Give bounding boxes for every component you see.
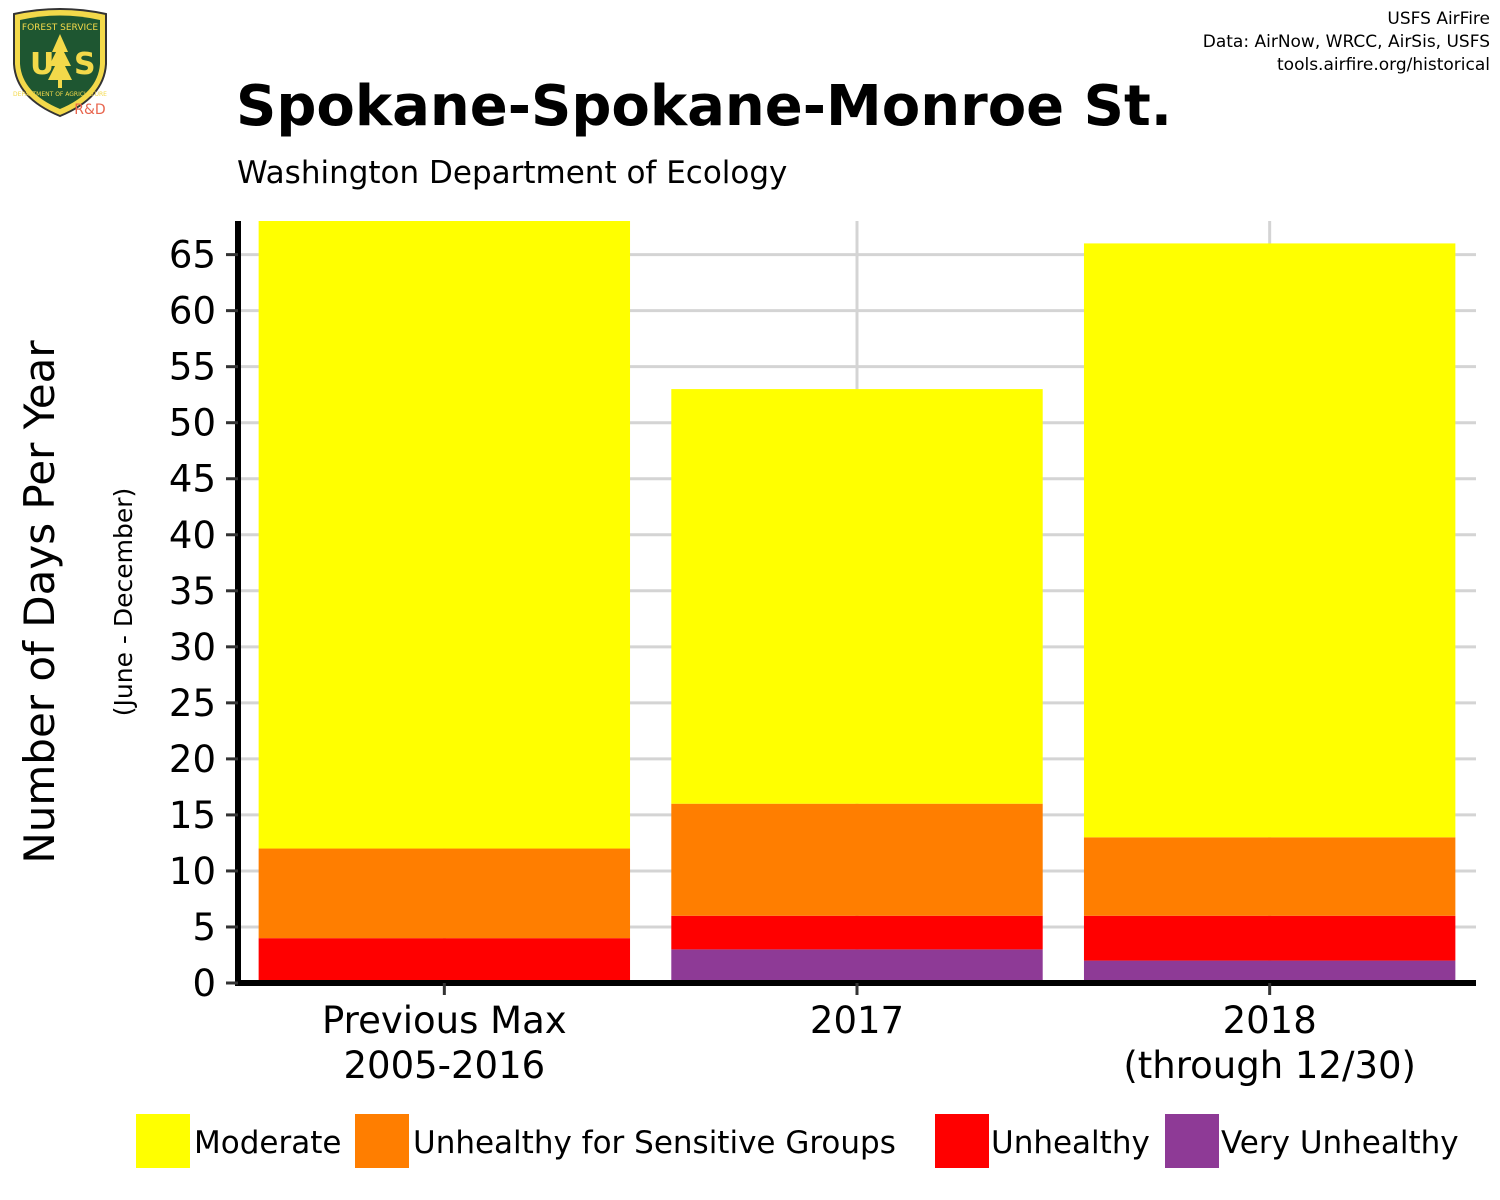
credits: USFS AirFire Data: AirNow, WRCC, AirSis,… [1203,8,1490,77]
y-tick-label: 50 [169,402,216,445]
legend-label: Very Unhealthy [1221,1125,1459,1161]
bar-segment [1083,243,1456,838]
y-tick-label: 15 [169,794,216,837]
y-tick-label: 65 [169,234,216,277]
bar-segment [671,389,1043,804]
bar-segment [1083,915,1456,961]
x-tick-label: (through 12/30) [1123,1044,1416,1087]
legend-swatch [355,1114,409,1168]
bar-segment [258,221,631,849]
legend-swatch [935,1114,989,1168]
svg-text:S: S [74,47,96,82]
bar-segment [671,915,1043,950]
credit-data: Data: AirNow, WRCC, AirSis, USFS [1202,32,1490,52]
y-axis-title: Number of Days Per Year [15,340,64,864]
legend-label: Unhealthy [991,1125,1150,1161]
bar-segment [258,938,631,983]
x-tick-label: Previous Max [322,999,567,1042]
logo-badge: R&D [74,102,105,118]
chart-title: Spokane-Spokane-Monroe St. [236,74,1173,139]
legend-label: Moderate [194,1125,341,1161]
bar-segment [258,848,631,939]
y-tick-label: 10 [169,850,216,893]
bar-segment [671,949,1043,983]
y-tick-label: 55 [169,346,216,389]
x-tick-label: 2018 [1223,999,1317,1042]
legend-swatch [1165,1114,1219,1168]
y-tick-label: 35 [169,570,216,613]
bar-segment [1083,960,1456,983]
y-tick-label: 30 [169,626,216,669]
credit-source: USFS AirFire [1387,9,1490,29]
y-tick-label: 60 [169,290,216,333]
credit-url: tools.airfire.org/historical [1277,55,1490,75]
x-tick-label: 2005-2016 [343,1044,545,1087]
y-tick-label: 40 [169,514,216,557]
y-tick-label: 20 [169,738,216,781]
y-tick-label: 25 [169,682,216,725]
usfs-logo: FOREST SERVICE U S DEPARTMENT OF AGRICUL… [13,8,107,118]
x-tick-label: 2017 [810,999,904,1042]
y-axis-subtitle: (June - December) [109,488,138,717]
tree-icon [48,34,72,80]
logo-bottom-text: DEPARTMENT OF AGRICULTURE [13,91,107,98]
chart-subtitle: Washington Department of Ecology [237,155,788,191]
bar-segment [1083,837,1456,916]
y-tick-label: 45 [169,458,216,501]
y-tick-label: 5 [192,906,216,949]
legend-label: Unhealthy for Sensitive Groups [413,1125,896,1161]
bar-segment [671,803,1043,916]
legend-swatch [136,1114,190,1168]
y-tick-label: 0 [192,962,216,1005]
logo-top-text: FOREST SERVICE [22,23,99,33]
